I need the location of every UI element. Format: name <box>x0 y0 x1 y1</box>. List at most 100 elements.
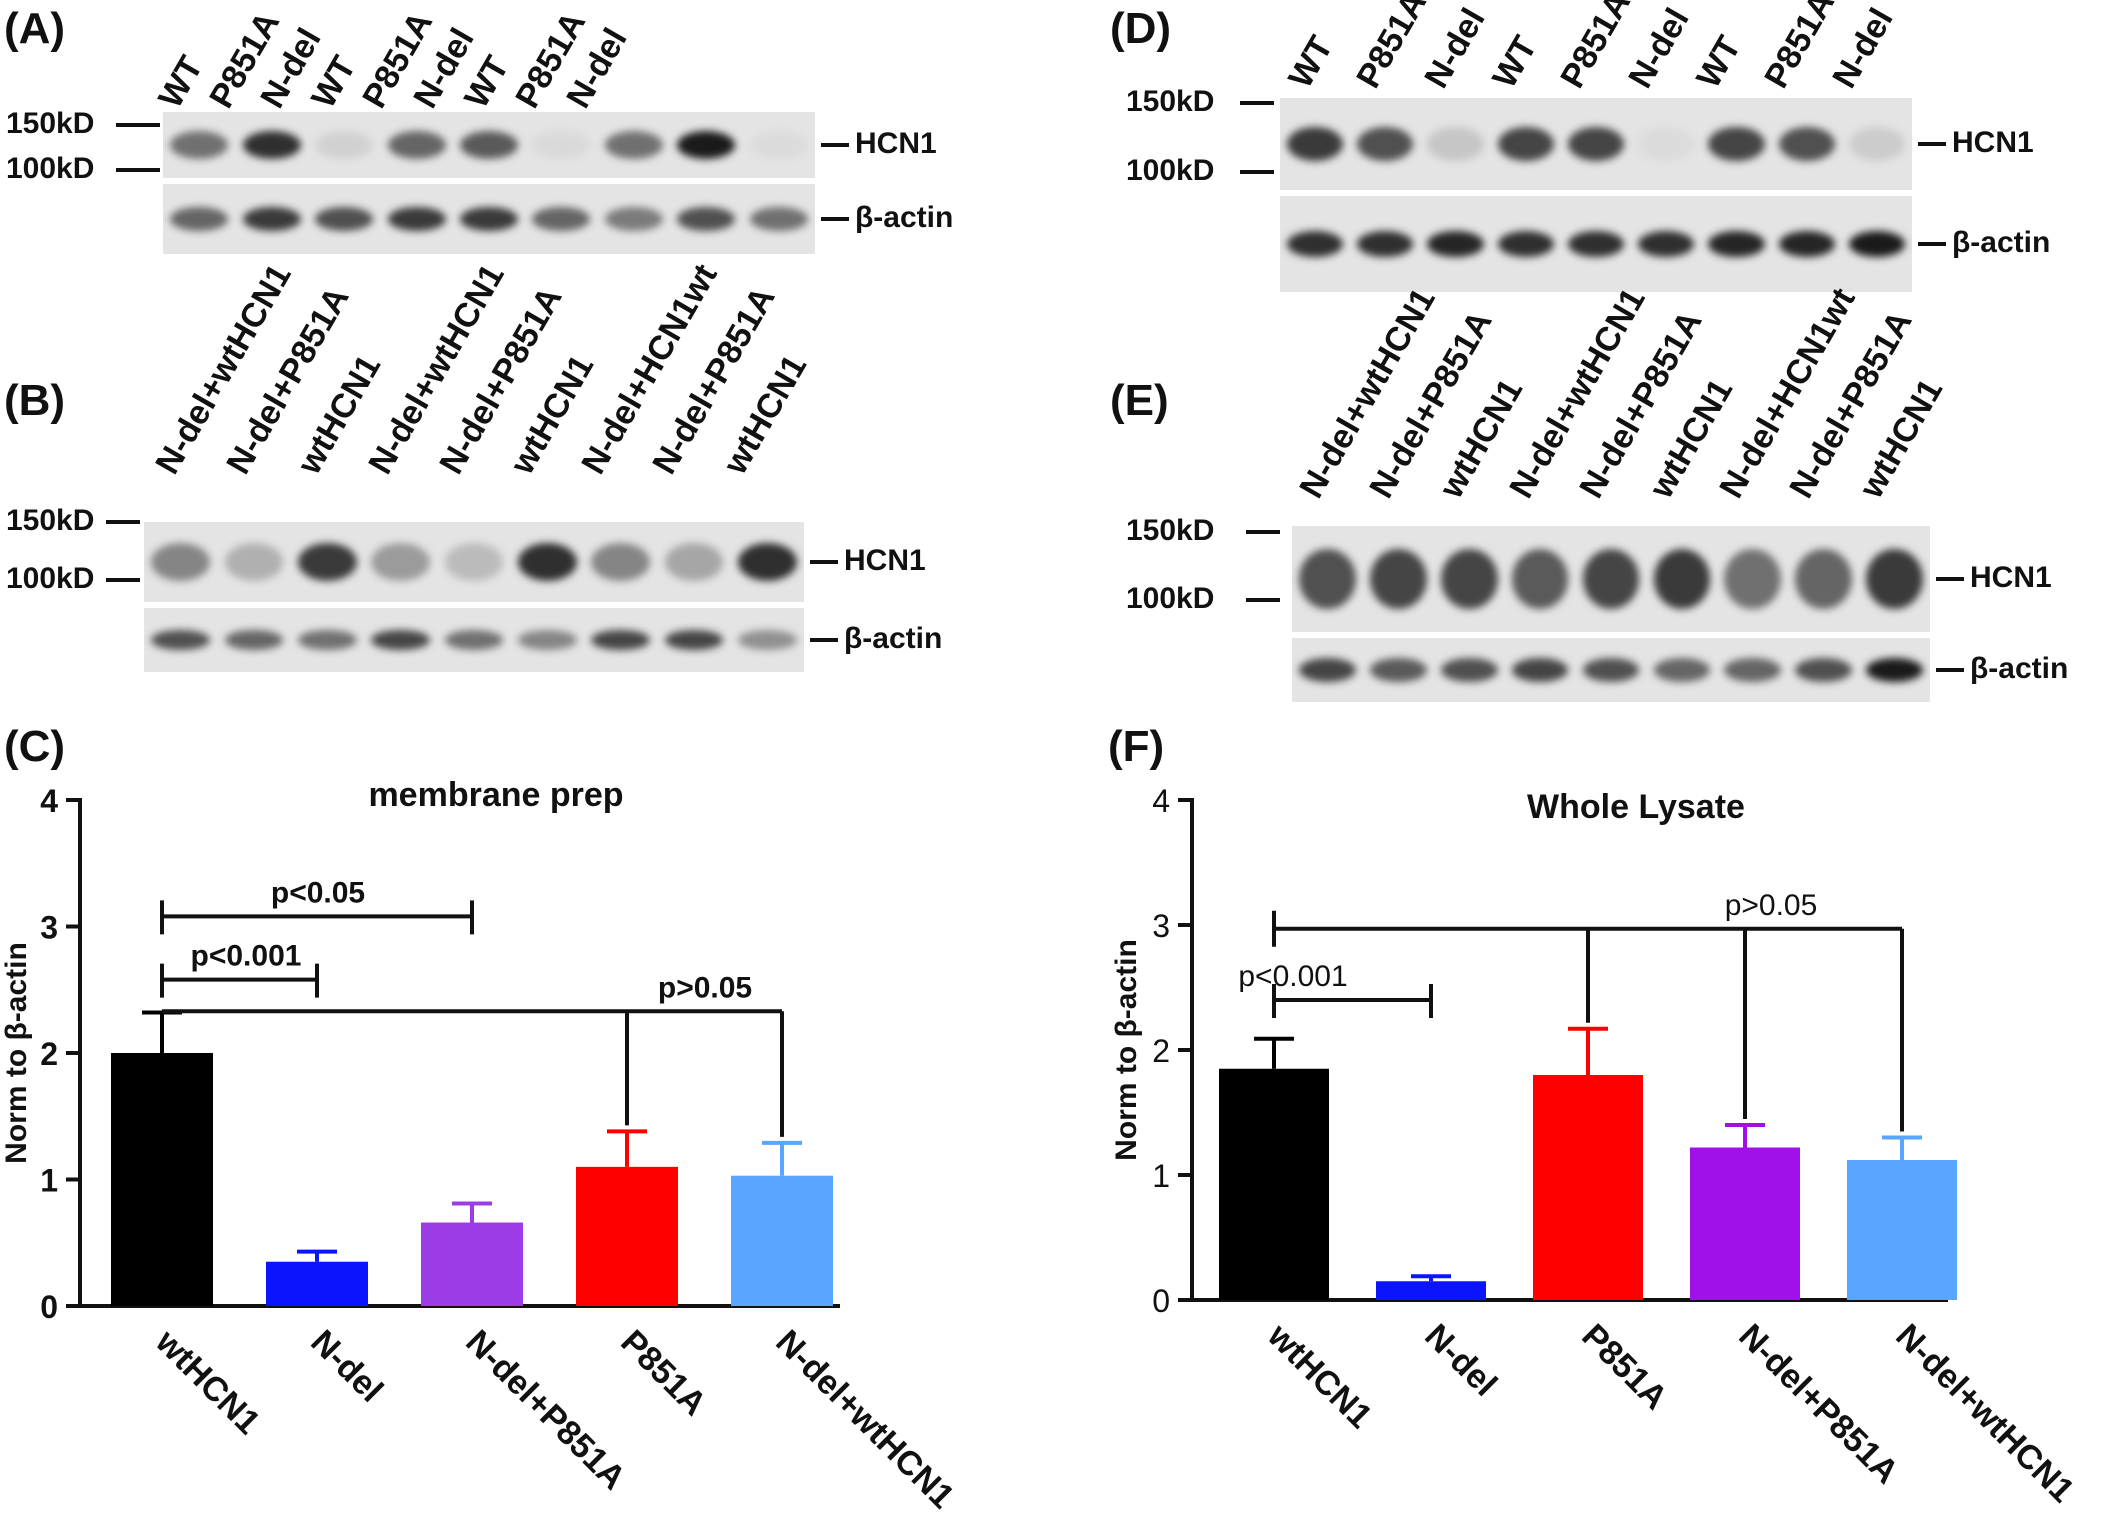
marker-label: 100kD <box>1126 582 1215 615</box>
protein-band <box>371 630 430 650</box>
protein-band <box>1299 549 1356 609</box>
actin-label: β-actin <box>844 622 943 655</box>
chart-title: membrane prep <box>368 776 623 814</box>
hcn1-label: HCN1 <box>844 544 926 577</box>
category-label: N-del+P851A <box>458 1323 633 1498</box>
marker-label: 100kD <box>1126 154 1215 187</box>
y-tick-label: 4 <box>1152 783 1170 819</box>
protein-band <box>1582 549 1640 609</box>
marker-tick <box>116 168 160 172</box>
hcn1-blot <box>163 112 815 178</box>
protein-band <box>1357 127 1414 161</box>
protein-band <box>1287 231 1344 257</box>
bar <box>1376 1281 1486 1300</box>
actin-blot <box>1292 638 1930 702</box>
actin-blot <box>144 608 804 672</box>
protein-band <box>224 543 284 581</box>
protein-band <box>1866 658 1923 682</box>
bar <box>1690 1147 1800 1300</box>
chart-membrane-prep: membrane prep 0 1 2 3 4 Norm to β-actin wtHCN1 N… <box>0 776 962 1516</box>
protein-band <box>1440 549 1498 609</box>
lane-label: P851A <box>1553 0 1639 95</box>
protein-band <box>1724 658 1782 682</box>
protein-band <box>1638 127 1695 161</box>
band-tick <box>1936 577 1964 581</box>
protein-band <box>1497 231 1554 257</box>
protein-band <box>738 630 797 650</box>
protein-band <box>1582 658 1640 682</box>
protein-band <box>1287 127 1344 161</box>
hcn1-label: HCN1 <box>1952 126 2034 159</box>
lane-label: P851A <box>1349 0 1435 95</box>
panel-a: (A) WT P851A N-del WT P851A N-del WT P851A N-del… <box>0 0 1000 260</box>
panel-d-label: (D) <box>1110 4 1172 53</box>
lane-label: WT <box>151 49 211 115</box>
protein-band <box>1866 549 1923 609</box>
protein-band <box>460 131 518 159</box>
bar <box>1847 1160 1957 1300</box>
y-axis-label: Norm to β-actin <box>1110 939 1143 1161</box>
actin-blot <box>163 184 815 254</box>
panel-c-label: (C) <box>4 722 66 771</box>
protein-band <box>1511 549 1569 609</box>
marker-label: 100kD <box>6 562 95 595</box>
protein-band <box>1708 231 1765 257</box>
bar <box>421 1222 523 1306</box>
hcn1-label: HCN1 <box>855 127 937 160</box>
panel-e: (E) N-del+wtHCN1 N-del+P851A wtHCN1 N-del+w… <box>1090 270 2128 702</box>
marker-label: 150kD <box>1126 85 1215 118</box>
bar <box>266 1261 368 1306</box>
panel-b-label: (B) <box>4 376 66 425</box>
protein-band <box>224 630 284 650</box>
protein-band <box>738 543 797 581</box>
significance-label: p<0.001 <box>1238 960 1347 993</box>
significance-label: p<0.05 <box>271 876 365 909</box>
protein-band <box>604 131 663 159</box>
y-tick-label: 1 <box>40 1163 58 1199</box>
panel-f-label: (F) <box>1108 722 1165 771</box>
bar <box>1219 1068 1329 1300</box>
protein-band <box>1638 231 1695 257</box>
protein-band <box>1357 231 1414 257</box>
bar <box>576 1166 678 1306</box>
protein-band <box>591 630 650 650</box>
protein-band <box>1724 549 1782 609</box>
marker-tick <box>1240 101 1274 105</box>
protein-band <box>242 207 301 231</box>
category-label: wtHCN1 <box>1260 1316 1380 1436</box>
y-tick-label: 1 <box>1152 1158 1170 1194</box>
y-tick-label: 0 <box>40 1289 58 1325</box>
panel-d: (D) WT P851A N-del WT P851A N-del WT P851A N-del… <box>1090 0 2128 292</box>
protein-band <box>1440 658 1498 682</box>
protein-band <box>1653 658 1711 682</box>
y-tick-label: 2 <box>40 1036 58 1072</box>
chart-whole-lysate: Whole Lysate 0 1 2 3 4 Norm to β-actin wtHCN1 N-… <box>1110 783 2082 1510</box>
protein-band <box>749 131 808 159</box>
category-label: N-del+wtHCN1 <box>768 1323 961 1516</box>
y-tick-label: 4 <box>40 783 58 819</box>
protein-band <box>677 131 736 159</box>
protein-band <box>1708 127 1765 161</box>
actin-label: β-actin <box>1970 652 2069 685</box>
protein-band <box>1778 231 1835 257</box>
marker-tick <box>116 123 160 127</box>
marker-tick <box>106 578 140 582</box>
protein-band <box>532 131 591 159</box>
protein-band <box>387 131 446 159</box>
chart-title: Whole Lysate <box>1527 788 1745 826</box>
band-tick <box>821 143 849 147</box>
actin-label: β-actin <box>1952 226 2051 259</box>
band-tick <box>1918 142 1946 146</box>
band-tick <box>810 560 838 564</box>
hcn1-blot <box>1292 526 1930 632</box>
marker-tick <box>1246 530 1280 534</box>
protein-band <box>664 630 724 650</box>
protein-band <box>1848 231 1905 257</box>
significance-label: p>0.05 <box>658 971 752 1004</box>
category-label: wtHCN1 <box>148 1322 268 1442</box>
protein-band <box>1299 658 1356 682</box>
band-tick <box>1936 668 1964 672</box>
marker-tick <box>1240 170 1274 174</box>
category-label: N-del <box>303 1323 390 1410</box>
protein-band <box>518 543 577 581</box>
